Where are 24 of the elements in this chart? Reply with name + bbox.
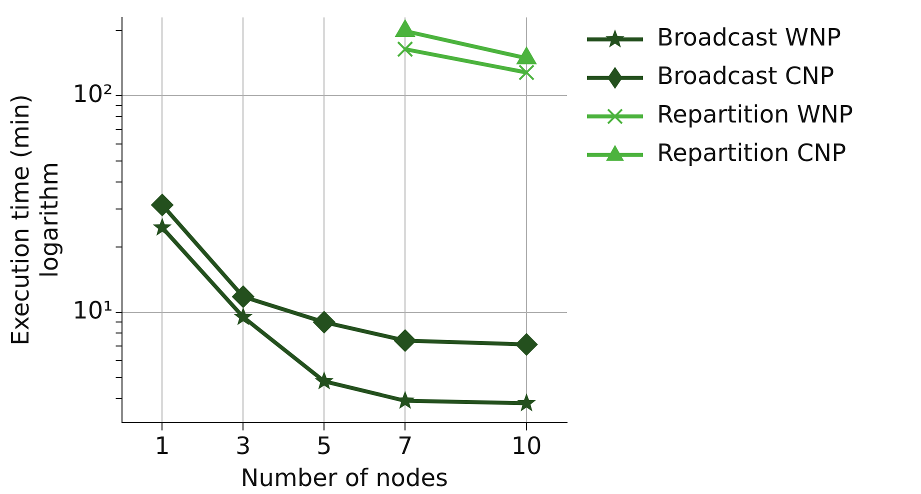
legend-label: Broadcast CNP [657, 62, 834, 90]
point [397, 41, 414, 58]
x-tick-label: 1 [154, 432, 170, 460]
point [517, 393, 536, 412]
point [151, 194, 174, 216]
legend-label: Broadcast WNP [657, 24, 842, 52]
x-tick-label: 7 [397, 432, 413, 460]
point [152, 218, 172, 236]
y-tick-label: 10¹ [72, 296, 113, 324]
x-axis-title: Number of nodes [240, 464, 448, 492]
point [516, 333, 538, 356]
y-axis-title: Execution time (min) logarithm [6, 94, 64, 346]
x-tick-label: 3 [236, 432, 251, 460]
x-tick-label: 10 [511, 432, 542, 460]
point [313, 311, 336, 334]
point [518, 64, 535, 81]
point [314, 371, 334, 390]
point [234, 307, 253, 326]
point [232, 286, 254, 308]
x-tick-label: 5 [316, 432, 332, 460]
legend-label: Repartition CNP [657, 139, 846, 168]
y-tick-label: 10² [72, 80, 113, 108]
legend-label: Repartition WNP [657, 100, 854, 129]
point [394, 330, 416, 352]
